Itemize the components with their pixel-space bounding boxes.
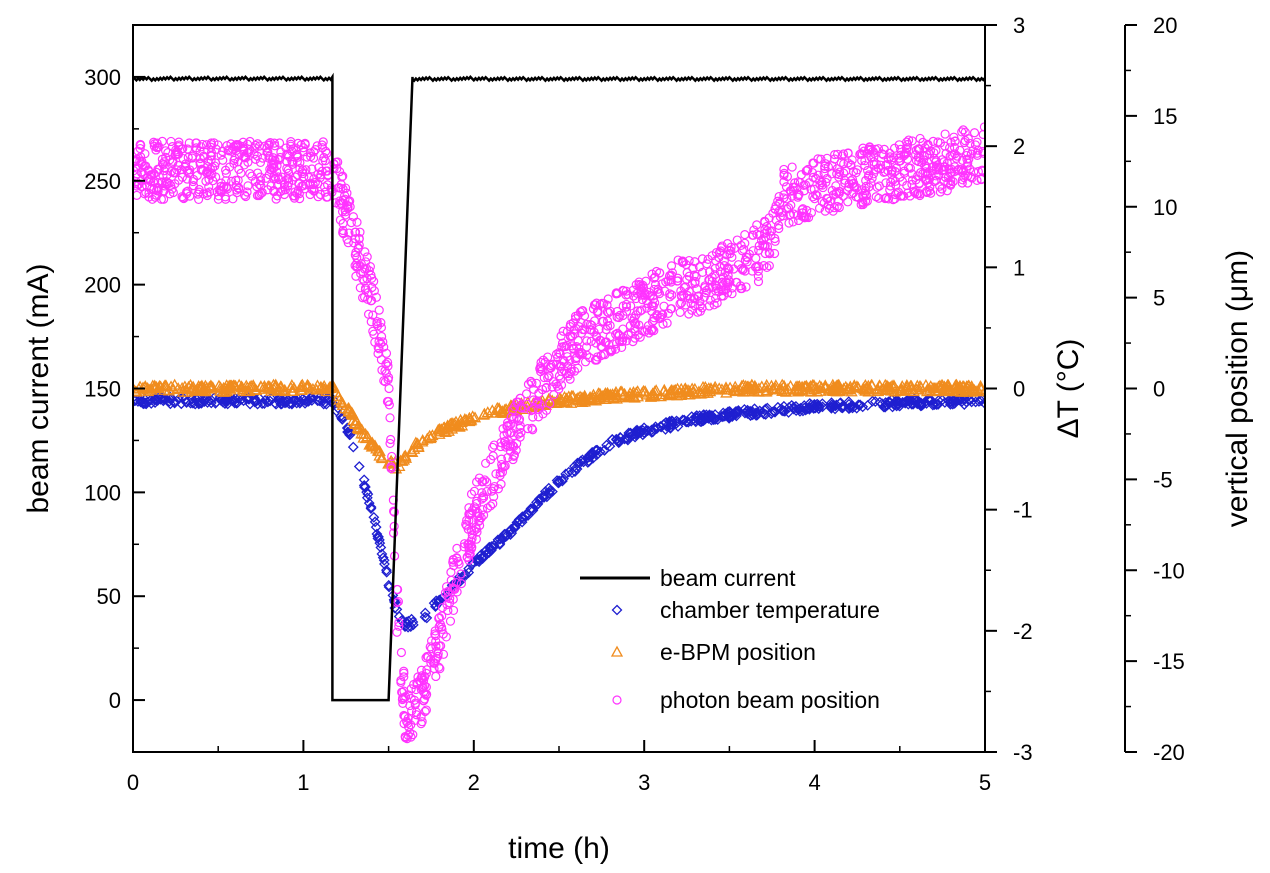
x-tick-label: 3 — [638, 770, 650, 795]
data-point — [979, 130, 987, 138]
legend-label: chamber temperature — [660, 597, 880, 623]
x-tick-label: 4 — [808, 770, 820, 795]
series-chamber-temperature — [130, 393, 989, 632]
x-tick-label: 2 — [468, 770, 480, 795]
left-tick-label: 200 — [84, 273, 121, 298]
legend-marker — [613, 696, 621, 704]
data-point — [432, 672, 440, 680]
right1-tick-label: 2 — [1013, 134, 1025, 159]
legend-label: beam current — [660, 565, 796, 591]
plot-area — [128, 77, 990, 743]
right1-tick-label: -1 — [1013, 498, 1033, 523]
data-point — [959, 126, 967, 134]
right2-tick-label: 5 — [1153, 286, 1165, 311]
x-tick-label: 0 — [127, 770, 139, 795]
data-point — [754, 272, 762, 280]
data-point — [450, 606, 458, 614]
left-tick-label: 50 — [97, 584, 121, 609]
legend-marker — [613, 606, 622, 615]
data-point — [788, 163, 796, 171]
data-point — [353, 254, 361, 262]
data-point — [397, 648, 405, 656]
right1-tick-label: -2 — [1013, 619, 1033, 644]
data-point — [741, 231, 749, 239]
right2-tick-label: 0 — [1153, 377, 1165, 402]
legend-marker — [612, 647, 622, 656]
left-tick-label: 100 — [84, 480, 121, 505]
data-point — [941, 130, 949, 138]
right2-axis-title: vertical position (μm) — [1221, 250, 1254, 527]
left-tick-label: 150 — [84, 377, 121, 402]
data-point — [369, 513, 378, 522]
right2-tick-label: -15 — [1153, 649, 1185, 674]
right2-tick-label: -20 — [1153, 740, 1185, 765]
data-point — [349, 443, 358, 452]
data-point — [752, 254, 760, 262]
right1-tick-label: 1 — [1013, 255, 1025, 280]
data-point — [619, 325, 627, 333]
data-point — [971, 129, 979, 137]
left-tick-label: 300 — [84, 65, 121, 90]
right2-tick-label: -5 — [1153, 467, 1173, 492]
right2-tick-label: 20 — [1153, 13, 1177, 38]
legend-label: photon beam position — [660, 687, 880, 713]
data-point — [314, 193, 322, 201]
x-tick-label: 5 — [979, 770, 991, 795]
x-tick-label: 1 — [297, 770, 309, 795]
data-point — [698, 255, 706, 263]
right2-tick-label: 10 — [1153, 195, 1177, 220]
left-axis-title: beam current (mA) — [22, 263, 55, 513]
series-photon-beam-position — [130, 123, 989, 743]
data-point — [133, 191, 141, 199]
data-point — [705, 302, 713, 310]
data-point — [733, 236, 741, 244]
legend-label: e-BPM position — [660, 639, 816, 665]
data-point — [356, 284, 364, 292]
data-point — [393, 585, 401, 593]
data-point — [844, 198, 852, 206]
data-point — [676, 308, 684, 316]
data-point — [167, 137, 175, 145]
right1-tick-label: -3 — [1013, 740, 1033, 765]
series-e-bpm-position — [128, 380, 990, 473]
data-point — [446, 617, 454, 625]
data-point — [385, 384, 393, 392]
left-tick-label: 0 — [109, 688, 121, 713]
left-tick-label: 250 — [84, 169, 121, 194]
data-point — [355, 462, 364, 471]
right2-tick-label: 15 — [1153, 104, 1177, 129]
data-point — [363, 253, 371, 261]
data-point — [386, 414, 394, 422]
data-point — [246, 170, 254, 178]
right1-tick-label: 0 — [1013, 377, 1025, 402]
right1-tick-label: 3 — [1013, 13, 1025, 38]
data-point — [873, 183, 881, 191]
data-point — [481, 476, 489, 484]
right1-axis-title: ΔT (°C) — [1052, 339, 1085, 439]
legend: beam current chamber temperature e-BPM pos… — [580, 565, 880, 713]
data-point — [557, 332, 565, 340]
right2-tick-label: -10 — [1153, 558, 1185, 583]
x-axis-title: time (h) — [508, 832, 610, 865]
